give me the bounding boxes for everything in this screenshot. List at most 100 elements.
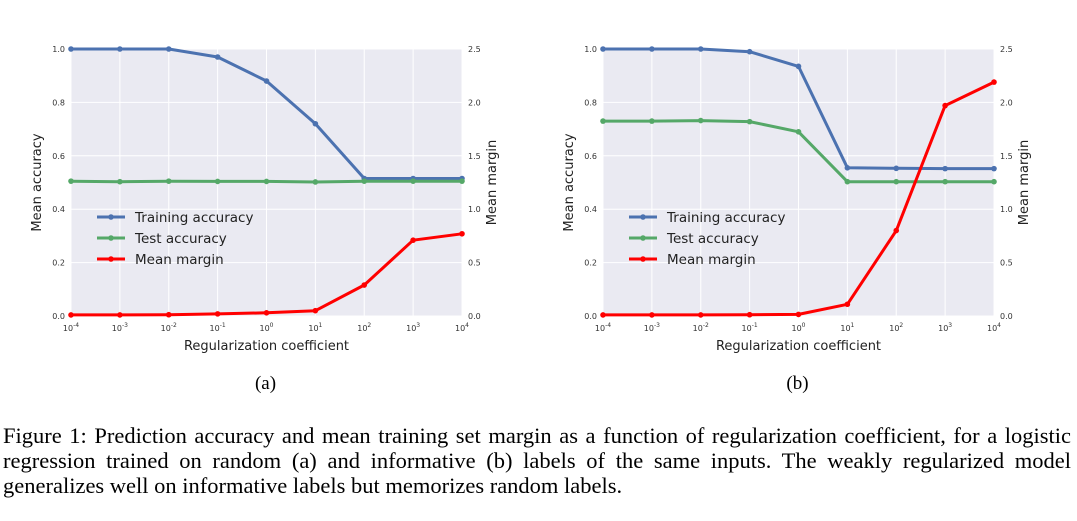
data-point-mean-margin [263, 309, 270, 316]
y-tick-label: 0.2 [52, 259, 65, 268]
y-tick-label: 1.0 [584, 45, 597, 54]
legend-label-test-accuracy: Test accuracy [666, 231, 759, 247]
y-axis-label: Mean accuracy [562, 133, 577, 232]
data-point-training-accuracy [68, 46, 74, 52]
x-axis-label: Regularization coefficient [184, 339, 349, 354]
data-point-mean-margin [844, 301, 851, 308]
data-point-training-accuracy [746, 48, 753, 55]
data-point-mean-margin [697, 312, 704, 318]
x-tick-label: 101 [308, 322, 322, 333]
y2-axis-label: Mean margin [1017, 140, 1032, 225]
data-point-training-accuracy [117, 46, 123, 52]
y2-tick-label: 2.5 [468, 45, 481, 54]
x-tick-label: 104 [987, 322, 1001, 333]
x-tick-label: 10-1 [210, 322, 226, 333]
panel-sublabel: (a) [255, 373, 276, 394]
y2-tick-label: 0.5 [468, 259, 481, 268]
data-point-mean-margin [214, 311, 221, 317]
data-point-mean-margin [942, 102, 948, 109]
y2-tick-label: 0.0 [1000, 312, 1013, 321]
figure-caption: Figure 1: Prediction accuracy and mean t… [3, 423, 1071, 498]
data-point-test-accuracy [263, 178, 270, 185]
data-point-mean-margin [893, 227, 900, 234]
data-point-mean-margin [795, 311, 802, 318]
data-point-training-accuracy [991, 165, 997, 172]
data-point-test-accuracy [165, 178, 172, 184]
data-point-training-accuracy [214, 54, 221, 60]
legend-label-test-accuracy: Test accuracy [134, 231, 227, 247]
data-point-test-accuracy [410, 178, 416, 184]
data-point-training-accuracy [312, 120, 319, 127]
x-tick-label: 10-4 [595, 322, 611, 333]
x-tick-label: 10-3 [112, 322, 128, 333]
legend-marker-test-accuracy [108, 235, 114, 241]
y2-axis-label: Mean margin [485, 140, 500, 225]
data-point-mean-margin [117, 312, 123, 318]
data-point-training-accuracy [942, 165, 948, 172]
chart-panel-a: 0.0 0.2 0.4 0.6 0.8 1.0 0.0 0.5 1.0 1.5 2.0 2.5 10-4… [30, 45, 500, 394]
y2-tick-label: 0.0 [468, 312, 481, 321]
y-tick-label: 0.4 [584, 205, 597, 214]
data-point-mean-margin [991, 79, 997, 85]
legend-marker-training-accuracy [108, 214, 114, 220]
x-tick-label: 102 [889, 322, 903, 333]
x-tick-label: 101 [840, 322, 854, 333]
data-point-test-accuracy [68, 178, 74, 184]
y-tick-label: 1.0 [52, 45, 65, 54]
data-point-test-accuracy [117, 178, 123, 185]
y-axis-label: Mean accuracy [30, 133, 45, 232]
data-point-mean-margin [649, 312, 655, 318]
x-tick-label: 104 [455, 322, 469, 333]
data-point-training-accuracy [600, 46, 606, 52]
data-point-training-accuracy [165, 46, 172, 52]
y-tick-label: 0.2 [584, 259, 597, 268]
data-point-test-accuracy [600, 118, 606, 124]
y-tick-label: 0.0 [52, 312, 65, 321]
legend-label-training-accuracy: Training accuracy [134, 210, 253, 226]
legend-label-mean-margin: Mean margin [135, 252, 224, 268]
x-tick-label: 10-2 [693, 322, 709, 333]
legend-label-training-accuracy: Training accuracy [666, 210, 785, 226]
y2-tick-label: 1.0 [1000, 205, 1013, 214]
legend-marker-test-accuracy [640, 235, 646, 241]
data-point-mean-margin [746, 311, 753, 318]
x-tick-label: 10-3 [644, 322, 660, 333]
y2-tick-label: 2.0 [468, 98, 481, 107]
data-point-test-accuracy [746, 118, 753, 125]
data-point-mean-margin [165, 311, 172, 318]
y-tick-label: 0.6 [584, 152, 597, 161]
data-point-training-accuracy [697, 46, 704, 52]
y2-tick-label: 2.5 [1000, 45, 1013, 54]
data-point-test-accuracy [893, 178, 900, 185]
y-tick-label: 0.8 [52, 98, 65, 107]
x-tick-label: 10-1 [742, 322, 758, 333]
x-tick-label: 103 [406, 322, 420, 333]
legend-label-mean-margin: Mean margin [667, 252, 756, 268]
chart-panel-b: 0.0 0.2 0.4 0.6 0.8 1.0 0.0 0.5 1.0 1.5 2.0 2.5 10-4… [562, 45, 1032, 394]
figure-canvas: 0.0 0.2 0.4 0.6 0.8 1.0 0.0 0.5 1.0 1.5 2.0 2.5 10-4… [30, 45, 1032, 394]
y2-tick-label: 0.5 [1000, 259, 1013, 268]
data-point-training-accuracy [893, 165, 900, 172]
panel-sublabel: (b) [786, 373, 808, 394]
data-point-test-accuracy [214, 178, 221, 185]
x-axis-label: Regularization coefficient [716, 339, 881, 354]
data-point-mean-margin [600, 312, 606, 318]
x-tick-label: 100 [259, 322, 273, 333]
data-point-training-accuracy [263, 78, 270, 84]
y-tick-label: 0.0 [584, 312, 597, 321]
data-point-test-accuracy [459, 178, 465, 184]
data-point-test-accuracy [795, 128, 802, 135]
data-point-test-accuracy [991, 178, 997, 185]
data-point-training-accuracy [795, 63, 802, 70]
y2-tick-label: 2.0 [1000, 98, 1013, 107]
legend-marker-training-accuracy [640, 214, 646, 220]
data-point-mean-margin [68, 312, 74, 318]
data-point-mean-margin [459, 230, 465, 237]
data-point-test-accuracy [649, 118, 655, 124]
y-tick-label: 0.6 [52, 152, 65, 161]
y-tick-label: 0.4 [52, 205, 65, 214]
data-point-test-accuracy [697, 117, 704, 124]
x-tick-label: 100 [791, 322, 805, 333]
y-tick-label: 0.8 [584, 98, 597, 107]
legend-marker-mean-margin [640, 256, 646, 262]
